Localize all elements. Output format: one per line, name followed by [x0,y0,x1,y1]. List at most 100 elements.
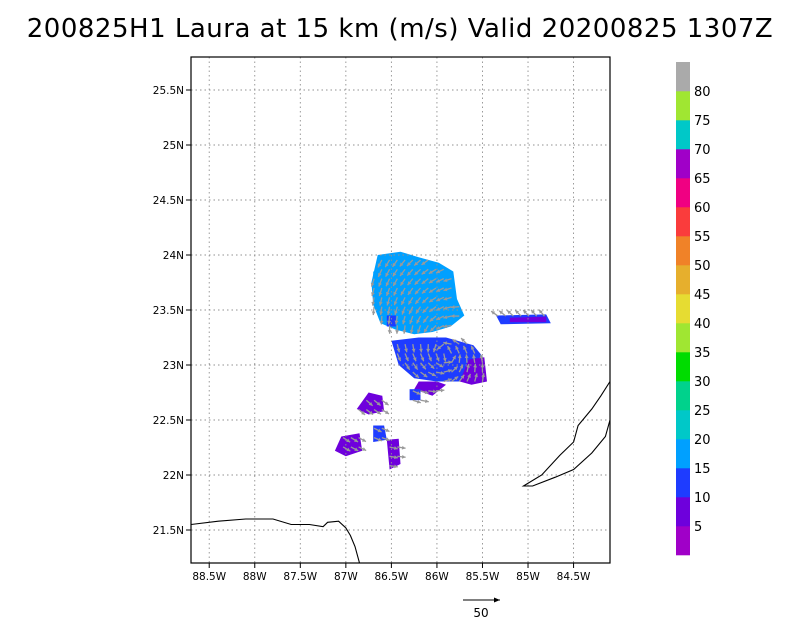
wind-vector-head [394,310,398,315]
wind-vector-head [531,309,535,314]
wind-vector-head [407,262,411,267]
colorbar-label: 15 [694,462,711,477]
y-tick-label: 22N [163,470,184,482]
wind-vector-head [378,292,383,297]
wind-vector-head [368,401,373,406]
wind-vector-head [412,357,417,362]
wind-vector-head [377,437,382,442]
colorbar-label: 20 [694,433,711,448]
wind-vector-head [415,374,419,378]
lat-lon-grid [191,57,610,563]
wind-vector-head [394,320,399,325]
wind-vector-head [440,371,445,375]
wind-vector-head [428,279,433,284]
wind-vector-head [442,357,447,362]
wind-vector-head [407,290,412,295]
wind-vector-head [409,319,413,324]
wind-vector-head [422,365,426,370]
wind-vector-head [354,438,359,442]
x-tick-label: 84.5W [557,571,591,583]
y-tick-label: 25N [163,140,184,152]
colorbar-swatch [676,62,690,92]
longitude-ticks: 88.5W 88W 87.5W 87W 86.5W 86W 85.5W 85W 84.5W [192,563,591,583]
wind-vector-head [406,365,410,370]
wind-vector-head [392,262,397,267]
x-tick-label: 87W [334,571,358,583]
x-tick-label: 85W [516,571,540,583]
colorbar-label: 45 [694,288,711,303]
wind-vector-head [429,317,434,322]
wind-vector-head [379,311,384,315]
wind-vector-head [346,438,351,443]
wind-region [414,381,446,396]
colorbar-swatch [676,526,690,556]
wind-vector-head [407,271,412,276]
wind-vector-head [464,354,469,359]
wind-vector-head [409,329,414,334]
wind-vector-head [408,310,413,315]
colorbar-swatch [676,439,690,469]
wind-vector-head [401,445,406,450]
wind-vector-head [420,357,425,362]
wind-vector-head [491,311,496,315]
y-tick-label: 23.5N [153,305,184,317]
wind-region [334,433,363,457]
wind-vector-head [422,309,427,313]
reference-vector: 50 [463,597,500,618]
wind-vector-head [421,289,426,294]
wind-vector-head [407,281,412,286]
wind-vector-head [472,354,476,359]
colorbar-label: 75 [694,114,711,129]
wind-vector-head [447,346,451,351]
colorbar-swatch [676,294,690,324]
wind-vector-head [414,280,419,285]
x-tick-label: 87.5W [283,571,317,583]
colorbar-label: 25 [694,404,711,419]
wind-vector-head [369,410,374,415]
wind-vector-head [400,281,404,286]
wind-vector-head [416,399,421,404]
wind-vector-head [463,345,467,350]
wind-vector-head [424,328,428,333]
colorbar-swatch [676,178,690,208]
colorbar-label: 55 [694,230,711,245]
wind-vector-head [371,311,376,316]
wind-vector-head [354,447,359,451]
wind-vector-head [361,411,366,415]
wind-vector-head [393,281,397,286]
wind-vector-head [432,389,437,394]
wind-vector-head [440,388,445,393]
wind-vector-head [385,437,390,442]
colorbar-swatch [676,265,690,295]
wind-vector-head [417,329,421,334]
wind-vector-head [447,369,452,373]
wind-region [386,438,401,470]
wind-vector-head [384,401,389,406]
wind-speed-shading [334,251,551,470]
wind-vector-head [387,320,391,325]
wind-vector-head [443,287,448,292]
colorbar-label: 70 [694,143,711,158]
wind-vector-head [371,292,375,297]
wind-vector-head [436,269,441,274]
colorbar: 5 10 15 20 25 30 35 40 45 50 55 60 65 70 75 80 [676,62,711,556]
wind-region [459,357,487,385]
y-tick-label: 23N [163,360,184,372]
wind-vector-head [399,262,404,267]
wind-vector-head [361,438,366,442]
wind-vector-head [378,301,383,306]
wind-vector-head [400,291,405,296]
wind-vector-head [401,454,406,459]
x-tick-label: 88W [243,571,267,583]
wind-vector-head [414,271,419,276]
colorbar-swatch [676,381,690,411]
wind-vector-head [414,261,419,266]
wind-vector-head [378,272,382,277]
wind-vector-head [376,401,381,406]
coastline-segment [521,381,610,487]
wind-vector-head [415,299,420,304]
colorbar-swatch [676,352,690,382]
wind-vector-head [416,319,420,324]
wind-vector-head [432,348,437,353]
wind-vector-head [453,366,458,371]
